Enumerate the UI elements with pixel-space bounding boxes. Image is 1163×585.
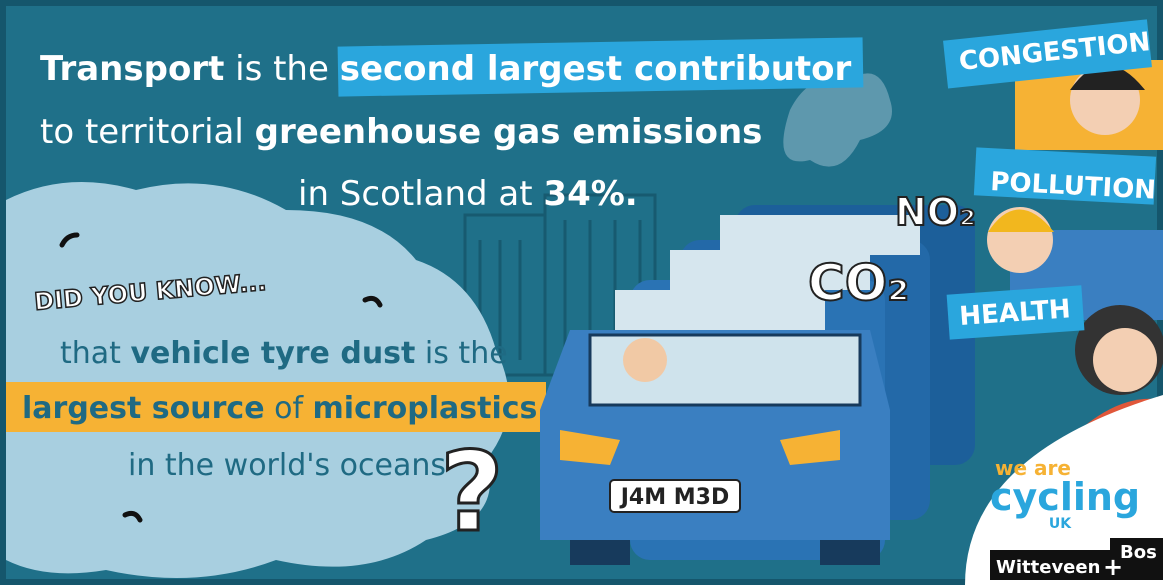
gas-label: CO₂ (808, 254, 909, 312)
gas-label: NO₂ (895, 190, 976, 234)
text-segment: greenhouse gas emissions (255, 112, 763, 152)
text-line: to territorial greenhouse gas emissions (40, 112, 762, 152)
text-segment: Transport (40, 49, 224, 89)
partner-bar (1110, 538, 1163, 564)
logo-line: UK (1049, 516, 1072, 532)
text-segment: of (265, 391, 313, 426)
cloud (6, 182, 509, 578)
logo-line: we are (995, 456, 1071, 480)
text-line: Transport is the second largest contribu… (40, 49, 852, 89)
text-segment: vehicle tyre dust (130, 336, 415, 371)
text-segment: that (60, 336, 130, 371)
logo-badge (965, 395, 1163, 585)
cloud-marks (59, 232, 383, 523)
partner-name: Witteveen (996, 557, 1100, 578)
banner (946, 285, 1085, 340)
cars (540, 205, 975, 565)
partner-plus: + (1103, 553, 1123, 581)
text-segment: is the (224, 49, 339, 89)
highlight (6, 382, 546, 432)
text-line: that vehicle tyre dust is the (60, 336, 508, 371)
number-plate: J4M M3D (619, 485, 730, 510)
text-segment: is the (415, 336, 507, 371)
smoke (783, 73, 892, 167)
text-line: largest source of microplastics (22, 391, 537, 426)
banner (943, 19, 1152, 89)
logo-line: cycling (990, 475, 1140, 519)
text-segment: in Scotland at (298, 174, 543, 214)
text-line: in Scotland at 34%. (298, 174, 638, 214)
text-segment: second largest contributor (340, 49, 852, 89)
partner-name: Bos (1120, 542, 1157, 563)
banner (973, 147, 1157, 205)
question-mark: ? (440, 428, 504, 556)
text-line: in the world's oceans (128, 448, 446, 483)
highlight (337, 37, 864, 97)
text-segment: 34%. (543, 174, 637, 214)
text-segment: microplastics (313, 391, 538, 426)
text-segment: in the world's oceans (128, 448, 446, 483)
text-segment: to territorial (40, 112, 255, 152)
text-segment: largest source (22, 391, 265, 426)
